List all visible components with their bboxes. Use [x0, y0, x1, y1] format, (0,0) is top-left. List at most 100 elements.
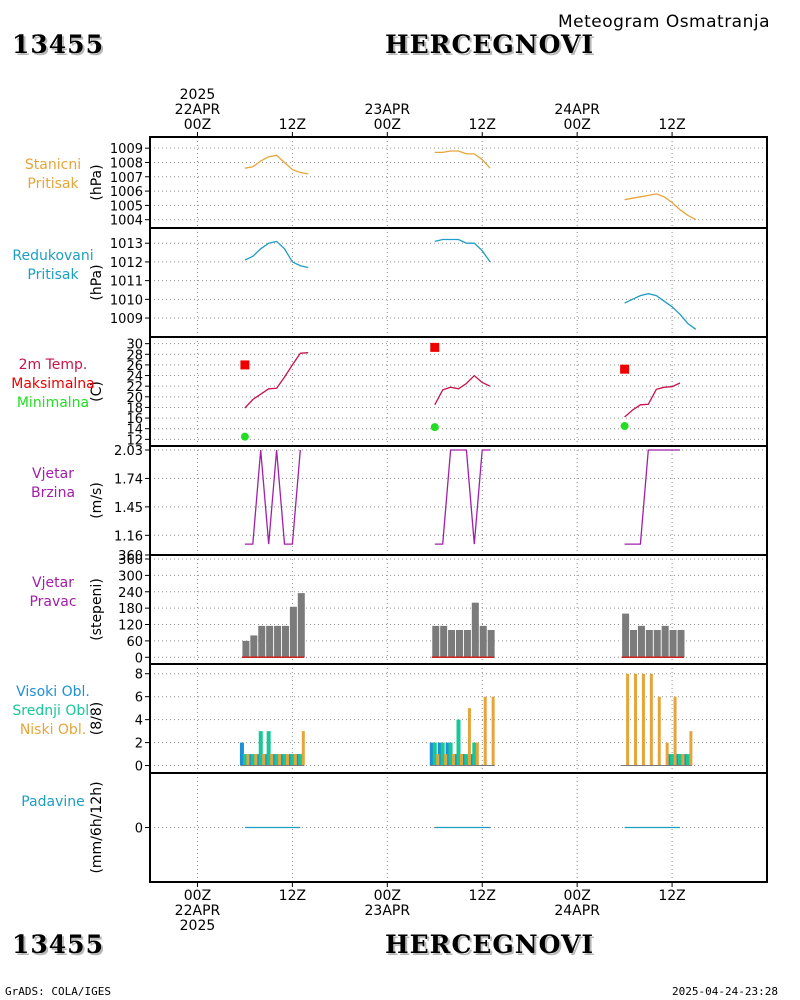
wind-direction-bar	[622, 613, 630, 658]
cloud-bar-visoki	[667, 754, 672, 766]
cloud-bar-niski	[641, 673, 645, 766]
time-label-bottom: 00Z	[374, 888, 401, 904]
cloud-bar-visoki	[247, 754, 252, 766]
wind-direction-bar	[661, 625, 669, 658]
y-tick-label: 2.03	[114, 444, 143, 459]
y-tick-label: 0	[135, 651, 143, 666]
panel-label: Pritisak	[27, 267, 79, 283]
cloud-bar-niski	[649, 673, 653, 766]
y-tick-label: 360	[118, 553, 143, 568]
y-tick-label: 1004	[110, 214, 143, 229]
cloud-bar-niski	[483, 696, 487, 766]
cloud-bar-niski	[254, 754, 258, 766]
y-tick-label: 14	[126, 423, 143, 438]
cloud-bar-niski	[460, 754, 463, 766]
y-tick-label: 8	[135, 668, 143, 683]
cloud-bar-visoki	[437, 742, 442, 766]
series-line	[434, 374, 491, 406]
cloud-bar-niski	[475, 742, 479, 766]
time-label-top: 12Z	[469, 117, 496, 133]
panel-cloud-cover: 0 2 4 6 8 (8/8) Visoki Obl. Srednji Obl. Niski O…	[12, 663, 768, 775]
series-line	[624, 293, 697, 330]
cloud-bar-niski	[491, 696, 495, 766]
cloud-bar-niski	[285, 754, 289, 766]
station-id: 13455	[12, 30, 104, 59]
station-name: HERCEGNOVI	[385, 30, 595, 59]
y-tick-label: 18	[126, 401, 143, 416]
series-line	[624, 193, 697, 221]
series-line	[434, 449, 491, 545]
y-tick-label: 2	[135, 737, 143, 752]
cloud-bar-srednji	[440, 742, 445, 766]
panel-label: Vjetar	[32, 575, 74, 591]
wind-direction-bar	[432, 625, 440, 658]
wind-direction-bar	[637, 625, 645, 658]
time-label-bottom: 12Z	[658, 888, 685, 904]
cloud-bar-visoki	[461, 754, 466, 766]
wind-direction-bar	[242, 640, 250, 658]
cloud-bar-visoki	[445, 742, 450, 766]
min-temp-marker	[620, 422, 629, 431]
time-label-bottom: 22APR	[175, 903, 221, 919]
cloud-bar-srednji	[258, 731, 263, 766]
wind-direction-bar	[456, 629, 463, 658]
y-tick-label: 0	[135, 822, 143, 837]
cloud-bar-srednji	[670, 754, 675, 766]
wind-direction-bar	[645, 629, 653, 658]
time-label-top: 24APR	[554, 102, 600, 118]
cloud-bar-niski	[436, 754, 440, 766]
panel-label: Srednji Obl.	[12, 703, 93, 719]
time-label-top: 2025	[180, 87, 216, 103]
wind-direction-bar	[266, 625, 274, 658]
y-tick-label: 0	[135, 760, 143, 775]
unit-label: (hPa)	[89, 264, 105, 300]
y-tick-label: 60	[126, 635, 143, 650]
chart-subtitle: Meteogram Osmatranja	[558, 12, 771, 32]
min-temp-marker	[240, 432, 249, 441]
y-tick-label: 360	[118, 549, 143, 564]
panel-label: Pritisak	[27, 176, 79, 192]
y-tick-label: 1005	[110, 199, 143, 214]
y-tick-label: 1013	[110, 237, 143, 252]
panel-label: Visoki Obl.	[16, 684, 90, 700]
panel-label: Maksimalna	[11, 376, 95, 392]
panel-label: Brzina	[31, 485, 75, 501]
y-tick-label: 240	[118, 586, 143, 601]
y-tick-label: 26	[126, 359, 143, 374]
y-tick-label: 300	[118, 569, 143, 584]
cloud-bar-visoki	[674, 754, 679, 766]
cloud-bar-srednji	[298, 754, 303, 766]
cloud-bar-niski	[665, 742, 669, 766]
wind-direction-bar	[653, 629, 661, 658]
y-tick-label: 1011	[110, 275, 143, 290]
y-tick-label: 22	[126, 380, 143, 395]
series-line	[244, 352, 309, 409]
unit-label: (hPa)	[89, 164, 105, 200]
time-label-bottom: 2025	[180, 918, 216, 934]
time-label-top: 00Z	[563, 117, 590, 133]
cloud-bar-niski	[278, 754, 282, 766]
cloud-bar-srednji	[290, 754, 295, 766]
cloud-bar-srednji	[448, 742, 453, 766]
timestamp-label: 2025-04-24-23:28	[672, 985, 778, 998]
station-name-bottom: HERCEGNOVI	[385, 930, 595, 959]
min-temp-marker	[430, 423, 439, 432]
cloud-bar-srednji	[250, 754, 255, 766]
y-tick-label: 30	[126, 338, 143, 353]
wind-direction-bar	[250, 635, 258, 658]
wind-direction-bar	[274, 625, 282, 658]
cloud-bar-srednji	[274, 754, 279, 766]
panel-frame	[149, 336, 768, 447]
unit-label: (m/s)	[89, 482, 105, 519]
wind-direction-bar	[677, 629, 685, 658]
unit-label: (C)	[89, 381, 105, 402]
panel-frame	[149, 445, 768, 556]
wind-direction-bar	[281, 625, 289, 658]
series-line	[624, 382, 681, 418]
cloud-bar-srednji	[464, 754, 469, 766]
y-tick-label: 180	[118, 602, 143, 617]
panel-label: Niski Obl.	[20, 722, 86, 738]
cloud-bar-niski	[657, 696, 661, 766]
